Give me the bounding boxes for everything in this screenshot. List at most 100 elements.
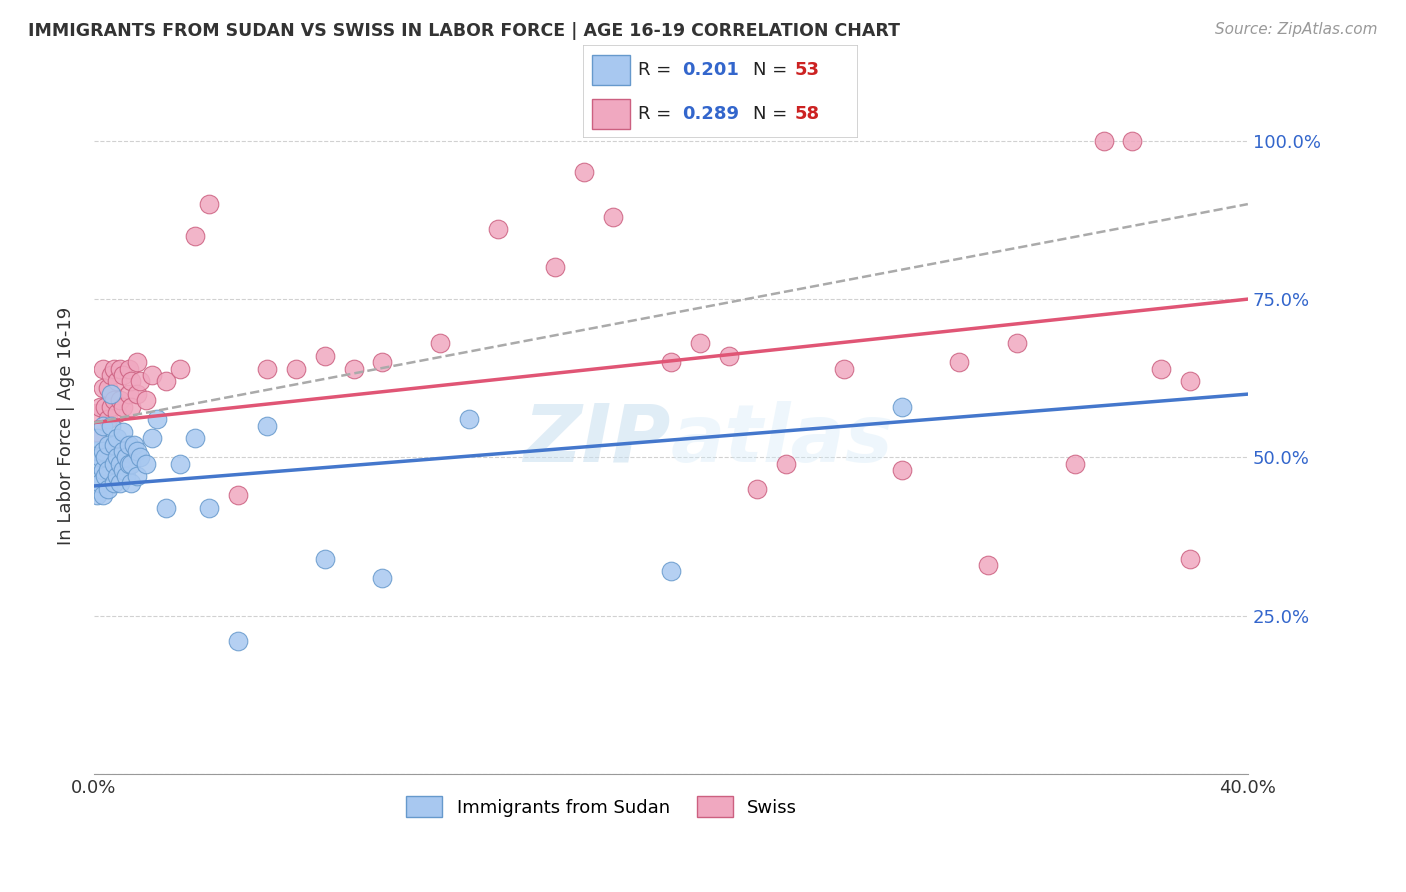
Text: N =: N =: [754, 105, 793, 123]
Point: [226, 634, 249, 648]
Point: [948, 355, 970, 369]
FancyBboxPatch shape: [592, 99, 630, 129]
Point: [1063, 457, 1085, 471]
Text: N =: N =: [754, 61, 793, 78]
Point: [169, 361, 191, 376]
Y-axis label: In Labor Force | Age 16-19: In Labor Force | Age 16-19: [58, 307, 75, 545]
Point: [371, 571, 394, 585]
Point: [977, 558, 1000, 573]
Point: [141, 368, 163, 383]
Point: [574, 165, 596, 179]
Point: [486, 222, 509, 236]
Point: [890, 400, 912, 414]
Point: [91, 381, 114, 395]
Text: R =: R =: [638, 61, 678, 78]
Point: [1178, 551, 1201, 566]
Point: [108, 393, 131, 408]
Point: [105, 432, 128, 446]
Point: [103, 361, 125, 376]
Point: [117, 438, 139, 452]
Point: [314, 551, 336, 566]
Legend: Immigrants from Sudan, Swiss: Immigrants from Sudan, Swiss: [399, 789, 804, 824]
Point: [127, 355, 149, 369]
Point: [108, 457, 131, 471]
Point: [97, 463, 120, 477]
Point: [155, 375, 177, 389]
Point: [832, 361, 855, 376]
Point: [129, 450, 152, 465]
Point: [103, 393, 125, 408]
Point: [89, 475, 111, 490]
Point: [89, 400, 111, 414]
Text: 0.201: 0.201: [682, 61, 740, 78]
Point: [120, 375, 142, 389]
Point: [103, 475, 125, 490]
Point: [198, 197, 221, 211]
Point: [127, 444, 149, 458]
Point: [544, 260, 567, 275]
Point: [91, 418, 114, 433]
Point: [135, 457, 157, 471]
Point: [117, 457, 139, 471]
Point: [429, 336, 451, 351]
Point: [256, 418, 278, 433]
Point: [602, 210, 624, 224]
Point: [100, 400, 122, 414]
Point: [117, 361, 139, 376]
Point: [86, 457, 108, 471]
Text: 58: 58: [794, 105, 820, 123]
Point: [94, 450, 117, 465]
Text: atlas: atlas: [671, 401, 894, 479]
Point: [184, 432, 207, 446]
Point: [890, 463, 912, 477]
Point: [97, 482, 120, 496]
Point: [111, 425, 134, 439]
FancyBboxPatch shape: [592, 55, 630, 85]
Point: [105, 375, 128, 389]
Point: [114, 469, 136, 483]
Point: [124, 438, 146, 452]
Point: [100, 387, 122, 401]
Point: [659, 355, 682, 369]
Point: [94, 469, 117, 483]
Point: [1178, 375, 1201, 389]
Point: [111, 444, 134, 458]
Point: [689, 336, 711, 351]
Point: [314, 349, 336, 363]
Text: ZIP: ZIP: [523, 401, 671, 479]
Point: [659, 565, 682, 579]
Point: [775, 457, 797, 471]
Point: [1121, 134, 1143, 148]
Point: [91, 361, 114, 376]
Point: [141, 432, 163, 446]
Point: [117, 387, 139, 401]
Point: [105, 450, 128, 465]
Point: [284, 361, 307, 376]
Point: [1150, 361, 1173, 376]
Point: [342, 361, 364, 376]
Point: [169, 457, 191, 471]
Point: [120, 400, 142, 414]
Point: [1092, 134, 1115, 148]
Point: [97, 438, 120, 452]
Point: [89, 450, 111, 465]
Point: [86, 469, 108, 483]
Point: [100, 368, 122, 383]
Point: [103, 457, 125, 471]
Point: [747, 482, 769, 496]
Point: [127, 469, 149, 483]
Point: [120, 475, 142, 490]
Point: [1005, 336, 1028, 351]
Point: [717, 349, 740, 363]
Point: [91, 444, 114, 458]
Point: [97, 412, 120, 426]
Point: [371, 355, 394, 369]
Point: [108, 361, 131, 376]
Point: [86, 425, 108, 439]
Point: [111, 400, 134, 414]
Point: [105, 406, 128, 420]
Text: IMMIGRANTS FROM SUDAN VS SWISS IN LABOR FORCE | AGE 16-19 CORRELATION CHART: IMMIGRANTS FROM SUDAN VS SWISS IN LABOR …: [28, 22, 900, 40]
Point: [111, 368, 134, 383]
Point: [103, 438, 125, 452]
Point: [86, 406, 108, 420]
